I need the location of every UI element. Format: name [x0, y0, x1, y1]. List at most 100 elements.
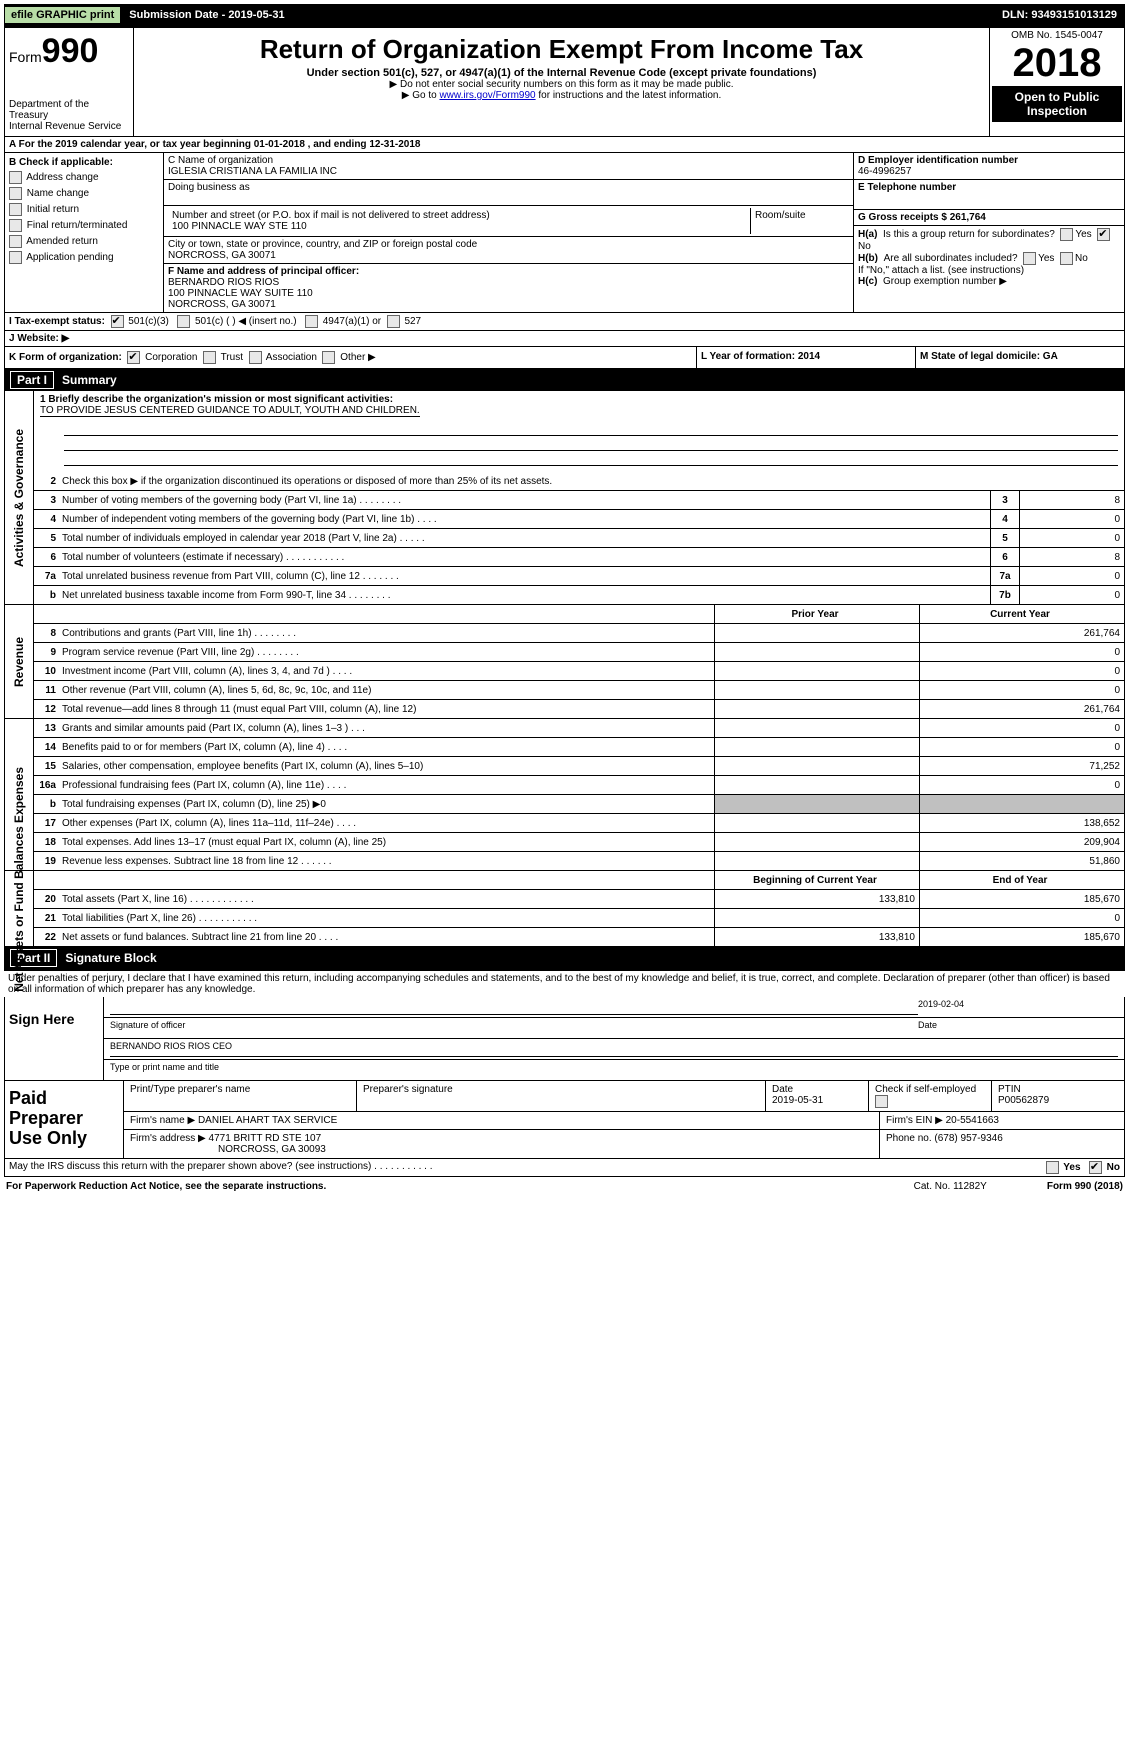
lbl-name: Name change [27, 188, 89, 199]
street-value: 100 PINNACLE WAY STE 110 [172, 221, 746, 232]
chk-amended[interactable] [9, 235, 22, 248]
chk-pending[interactable] [9, 251, 22, 264]
dept: Department of the Treasury [9, 99, 129, 121]
footer-mid: Cat. No. 11282Y [914, 1181, 987, 1192]
form-number: Form990 [9, 32, 129, 71]
firm-name-value: DANIEL AHART TAX SERVICE [198, 1115, 337, 1126]
sig-officer-label: Signature of officer [110, 1020, 918, 1036]
firm-ein-label: Firm's EIN ▶ [886, 1115, 943, 1126]
dln: DLN: 93493151013129 [994, 9, 1125, 21]
f-name: BERNARDO RIOS RIOS [168, 277, 849, 288]
col-d-h: D Employer identification number 46-4996… [854, 153, 1124, 312]
hb-label: H(b) [858, 253, 878, 264]
chk-initial[interactable] [9, 203, 22, 216]
k-label: K Form of organization: [9, 352, 122, 363]
irs-link[interactable]: www.irs.gov/Form990 [439, 90, 535, 101]
subtitle: Under section 501(c), 527, or 4947(a)(1)… [138, 67, 985, 79]
col-b-title: B Check if applicable: [9, 157, 159, 168]
discuss-row: May the IRS discuss this return with the… [4, 1159, 1125, 1177]
lbl-amended: Amended return [26, 236, 98, 247]
chk-501c[interactable] [177, 315, 190, 328]
row-k: K Form of organization: Corporation Trus… [5, 347, 697, 368]
opt-527: 527 [404, 316, 421, 327]
lbl-final: Final return/terminated [27, 220, 128, 231]
opt-501c3: 501(c)(3) [128, 316, 169, 327]
f-label: F Name and address of principal officer: [168, 266, 849, 277]
dba-label: Doing business as [168, 182, 849, 193]
chk-final[interactable] [9, 219, 22, 232]
line1: 1 Briefly describe the organization's mi… [34, 391, 1124, 419]
discuss-no-lbl: No [1107, 1162, 1120, 1173]
section-b-to-h: B Check if applicable: Address change Na… [4, 153, 1125, 313]
ha-yes[interactable] [1060, 228, 1073, 241]
discuss-yes[interactable] [1046, 1161, 1059, 1174]
opt-501c: 501(c) ( ) ◀ (insert no.) [195, 316, 297, 327]
omb: OMB No. 1545-0047 [992, 30, 1122, 41]
head-current-year: Current Year [919, 605, 1124, 623]
sig-name-label: Type or print name and title [110, 1062, 219, 1078]
header: Form990 Department of the Treasury Inter… [4, 26, 1125, 137]
chk-4947[interactable] [305, 315, 318, 328]
chk-address[interactable] [9, 171, 22, 184]
revenue-row: 10Investment income (Part VIII, column (… [34, 662, 1124, 681]
row-l: L Year of formation: 2014 [697, 347, 916, 368]
hb-yes-lbl: Yes [1038, 253, 1054, 264]
ha-yes-lbl: Yes [1075, 229, 1091, 240]
mission-blank-lines [34, 419, 1124, 472]
vlabel-revenue: Revenue [5, 605, 34, 718]
chk-corp[interactable] [127, 351, 140, 364]
firm-ein-value: 20-5541663 [946, 1115, 999, 1126]
cell-city: City or town, state or province, country… [164, 237, 853, 264]
chk-self-emp[interactable] [875, 1095, 888, 1108]
chk-527[interactable] [387, 315, 400, 328]
head-beginning: Beginning of Current Year [714, 871, 919, 889]
chk-501c3[interactable] [111, 315, 124, 328]
expense-row: 18Total expenses. Add lines 13–17 (must … [34, 833, 1124, 852]
chk-other[interactable] [322, 351, 335, 364]
col-c: C Name of organization IGLESIA CRISTIANA… [164, 153, 854, 312]
firm-addr-value: 4771 BRITT RD STE 107 [209, 1133, 322, 1144]
gov-row: 6Total number of volunteers (estimate if… [34, 548, 1124, 567]
expense-row: 14Benefits paid to or for members (Part … [34, 738, 1124, 757]
cell-f: F Name and address of principal officer:… [164, 264, 853, 312]
gov-row: bNet unrelated business taxable income f… [34, 586, 1124, 604]
row-m: M State of legal domicile: GA [916, 347, 1124, 368]
footer-left: For Paperwork Reduction Act Notice, see … [6, 1181, 326, 1192]
phone-value: (678) 957-9346 [934, 1133, 1002, 1144]
chk-name[interactable] [9, 187, 22, 200]
hc-label: H(c) [858, 276, 877, 287]
c-value: IGLESIA CRISTIANA LA FAMILIA INC [168, 166, 849, 177]
gov-row: 7aTotal unrelated business revenue from … [34, 567, 1124, 586]
chk-trust[interactable] [203, 351, 216, 364]
header-right: OMB No. 1545-0047 2018 Open to Public In… [990, 28, 1124, 136]
part1-title: Summary [62, 373, 117, 387]
ha-no[interactable] [1097, 228, 1110, 241]
cell-h: H(a) Is this a group return for subordin… [854, 226, 1124, 289]
hb-yes[interactable] [1023, 252, 1036, 265]
year: 2018 [992, 41, 1122, 86]
no-ssn: ▶ Do not enter social security numbers o… [138, 79, 985, 90]
balances-block: Net Assets or Fund Balances Beginning of… [4, 871, 1125, 947]
sign-here-label: Sign Here [5, 997, 104, 1080]
room-label: Room/suite [755, 210, 845, 221]
form-990: 990 [42, 32, 99, 70]
expense-row: bTotal fundraising expenses (Part IX, co… [34, 795, 1124, 814]
f-addr1: 100 PINNACLE WAY SUITE 110 [168, 288, 849, 299]
paid-preparer: Paid Preparer Use Only Print/Type prepar… [4, 1081, 1125, 1159]
col-b: B Check if applicable: Address change Na… [5, 153, 164, 312]
form-word: Form [9, 49, 42, 65]
prep-date-value: 2019-05-31 [772, 1095, 823, 1106]
lbl-initial: Initial return [27, 204, 79, 215]
phone-label: Phone no. [886, 1133, 932, 1144]
sign-here: Sign Here 2019-02-04 Signature of office… [4, 997, 1125, 1081]
gov-row: 3Number of voting members of the governi… [34, 491, 1124, 510]
balances-head: Beginning of Current Year End of Year [34, 871, 1124, 890]
g-label: G Gross receipts $ 261,764 [858, 212, 1120, 223]
footer: For Paperwork Reduction Act Notice, see … [4, 1177, 1125, 1196]
hb-no[interactable] [1060, 252, 1073, 265]
discuss-no[interactable] [1089, 1161, 1102, 1174]
chk-assoc[interactable] [249, 351, 262, 364]
sign-date: 2019-02-04 [918, 999, 1118, 1015]
prep-date-label: Date [772, 1084, 793, 1095]
cell-e: E Telephone number [854, 180, 1124, 210]
